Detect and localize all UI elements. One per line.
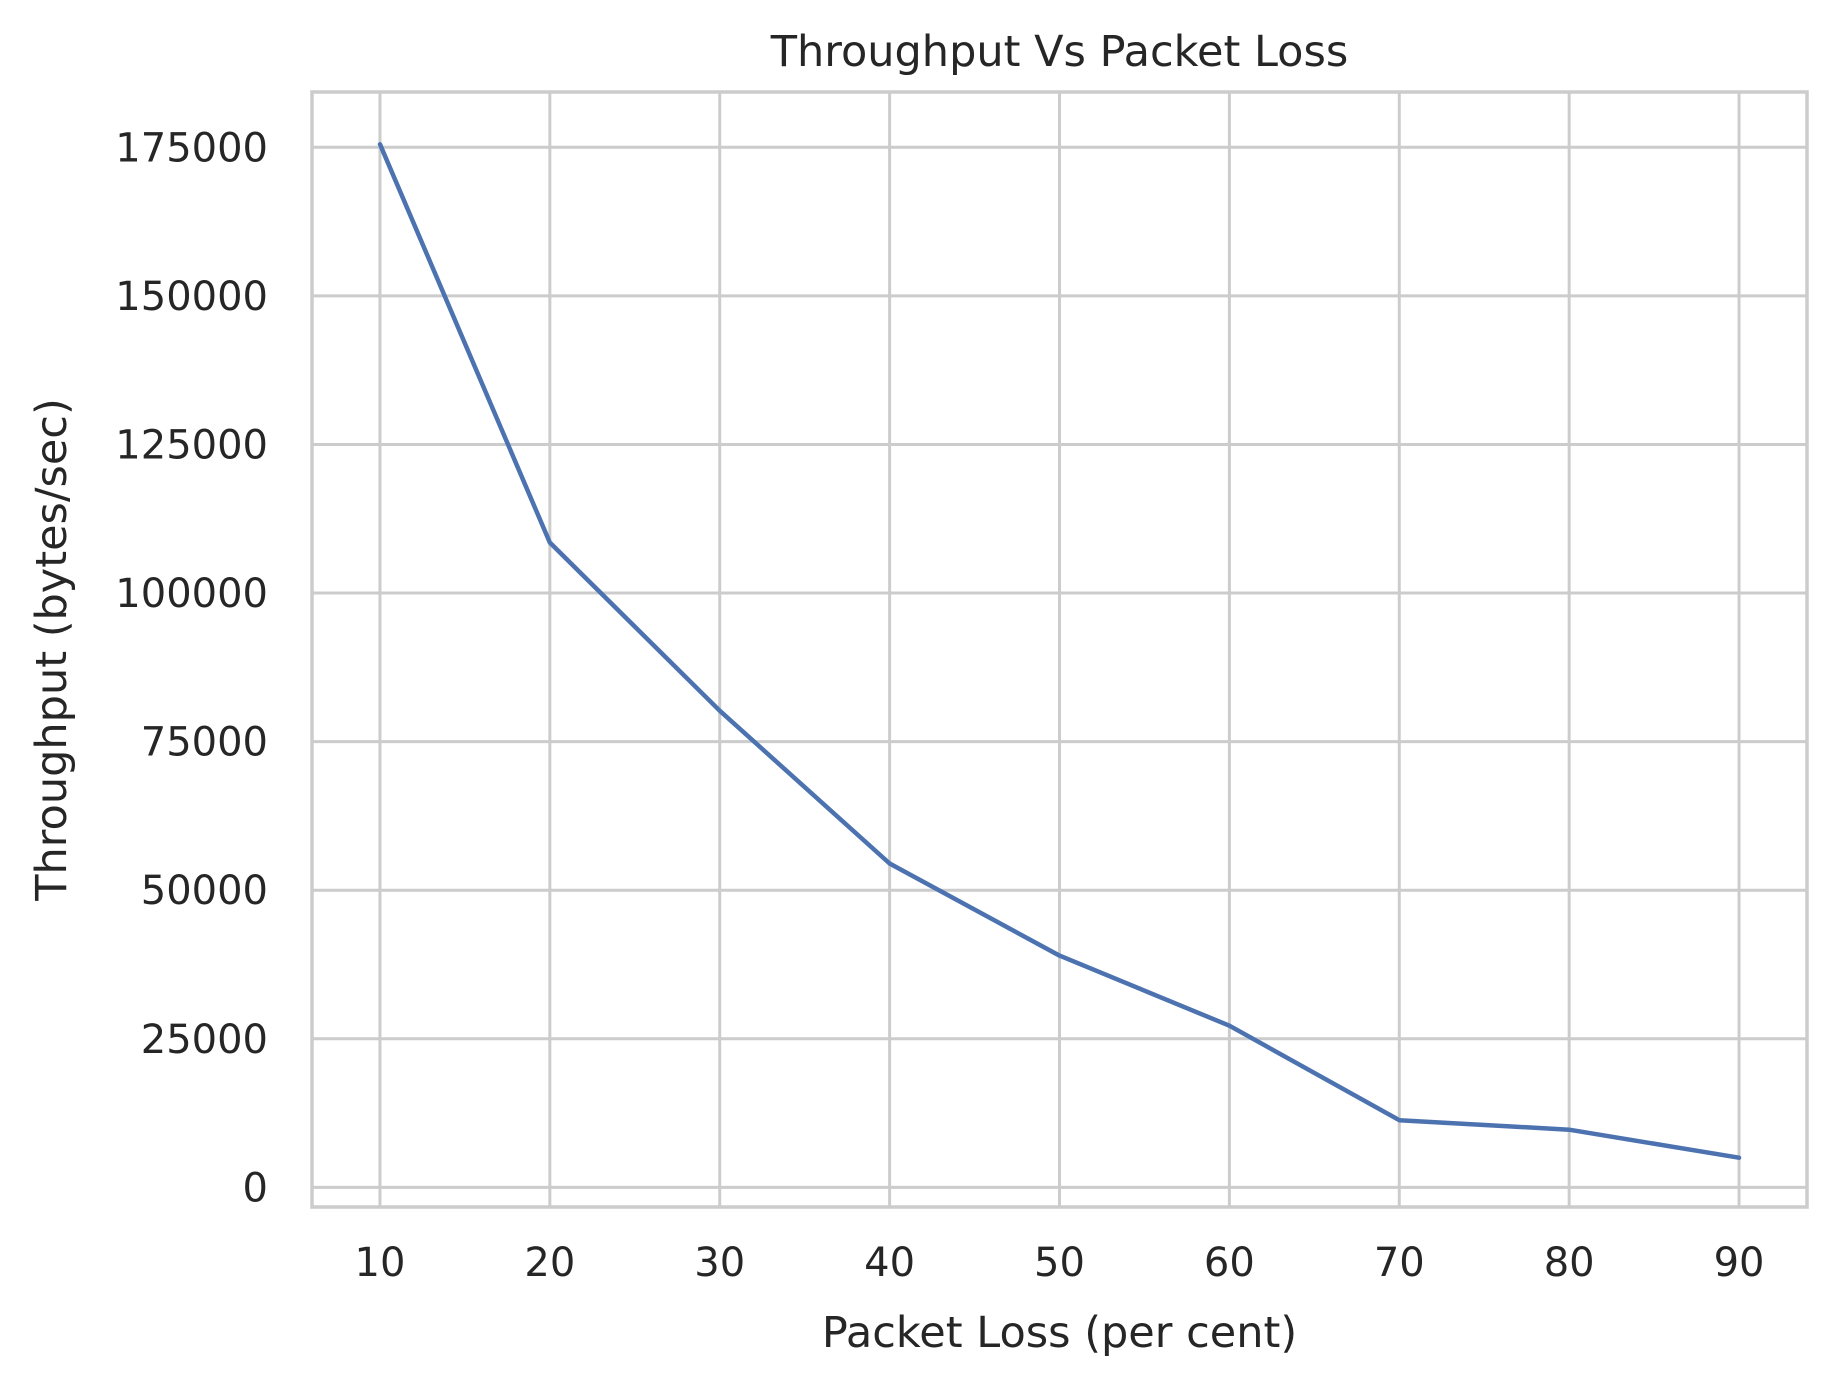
grid [312, 92, 1807, 1207]
x-tick-label: 80 [1544, 1240, 1595, 1286]
x-tick-label: 30 [694, 1240, 745, 1286]
plot-frame [310, 90, 1809, 1209]
y-tick-label: 175000 [115, 125, 268, 171]
y-tick-label: 150000 [115, 274, 268, 320]
x-tick-label: 10 [355, 1240, 406, 1286]
x-tick-label: 90 [1714, 1240, 1765, 1286]
x-tick-label: 40 [864, 1240, 915, 1286]
series-layer [377, 142, 1742, 1160]
chart-title: Throughput Vs Packet Loss [770, 27, 1349, 77]
x-tick-label: 20 [524, 1240, 575, 1286]
x-tick-label: 50 [1034, 1240, 1085, 1286]
y-tick-label: 50000 [141, 868, 268, 914]
y-tick-label: 0 [243, 1165, 268, 1211]
x-axis-label: Packet Loss (per cent) [822, 1308, 1297, 1358]
x-tick-label: 70 [1374, 1240, 1425, 1286]
y-tick-label: 125000 [115, 422, 268, 468]
y-axis-label: Throughput (bytes/sec) [27, 398, 77, 901]
y-tick-label: 25000 [141, 1017, 268, 1063]
x-tick-labels: 10 20 30 40 50 60 70 80 90 [355, 1240, 1765, 1286]
y-tick-labels: 0 25000 50000 75000 100000 125000 150000 175000 [115, 125, 268, 1211]
y-tick-label: 75000 [141, 720, 268, 766]
x-tick-label: 60 [1204, 1240, 1255, 1286]
y-tick-label: 100000 [115, 571, 268, 617]
